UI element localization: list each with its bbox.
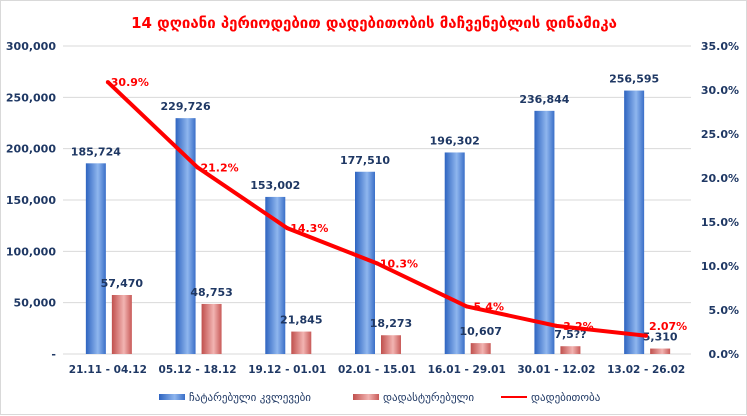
tests-data-label: 153,002	[250, 179, 300, 192]
right-tick-label: 30.0%	[701, 84, 739, 97]
category-label: 13.02 - 26.02	[607, 364, 685, 376]
tests-bar	[265, 196, 286, 354]
tests-data-label: 256,595	[609, 73, 659, 86]
tests-data-label: 185,724	[71, 145, 121, 158]
tests-bar	[444, 152, 465, 354]
left-tick-label: 100,000	[6, 245, 56, 258]
positivity-point	[195, 165, 200, 170]
left-tick-label: 150,000	[6, 194, 56, 207]
chart-title: 14 დღიანი პერიოდებით დადებითობის მაჩვენე…	[131, 14, 617, 32]
category-label: 05.12 - 18.12	[159, 364, 237, 376]
tests-data-label: 236,844	[519, 93, 569, 106]
tests-bar	[355, 171, 375, 354]
legend-label: ჩატარებული კვლევები	[189, 391, 311, 404]
legend-label: დადასტურებული	[383, 391, 474, 404]
confirmed-bar	[111, 294, 132, 354]
confirmed-bar	[381, 335, 401, 354]
confirmed-bar	[470, 343, 491, 354]
confirmed-data-label: 10,607	[459, 325, 501, 338]
positivity-data-label: 10.3%	[380, 257, 418, 270]
positivity-point	[644, 333, 649, 338]
tests-data-label: 177,510	[340, 154, 390, 167]
category-label: 19.12 - 01.01	[248, 364, 326, 376]
legend-swatch	[353, 394, 379, 400]
left-tick-label: 200,000	[6, 143, 56, 156]
category-label: 16.01 - 29.01	[428, 364, 506, 376]
category-label: 02.01 - 15.01	[338, 364, 416, 376]
left-tick-label: -	[51, 348, 56, 361]
category-label: 21.11 - 04.12	[69, 364, 147, 376]
left-tick-label: 300,000	[6, 40, 56, 53]
positivity-point	[554, 323, 559, 328]
right-tick-label: 35.0%	[701, 40, 739, 53]
positivity-data-label: 5.4%	[473, 300, 504, 313]
right-tick-label: 10.0%	[701, 260, 739, 273]
tests-bar	[85, 163, 106, 354]
positivity-data-label: 14.3%	[290, 222, 328, 235]
positivity-data-label: 21.2%	[200, 161, 238, 174]
confirmed-data-label: 48,753	[190, 286, 232, 299]
tests-bar	[534, 110, 555, 355]
left-tick-label: 50,000	[14, 297, 57, 310]
tests-bar	[175, 118, 196, 354]
confirmed-bar	[291, 331, 312, 354]
positivity-point	[285, 226, 290, 231]
positivity-data-label: 2.07%	[649, 320, 687, 333]
confirmed-data-label: 18,273	[370, 317, 412, 330]
confirmed-bar	[560, 346, 581, 354]
legend-label: დადებითობა	[531, 391, 601, 404]
tests-data-label: 229,726	[161, 100, 211, 113]
positivity-data-label: 3.2%	[563, 320, 594, 333]
confirmed-bar	[201, 303, 222, 354]
right-tick-label: 20.0%	[701, 172, 739, 185]
positivity-point	[105, 80, 110, 85]
confirmed-data-label: 57,470	[101, 277, 144, 290]
category-label: 30.01 - 12.02	[517, 364, 595, 376]
confirmed-data-label: 5,310	[643, 331, 678, 344]
positivity-data-label: 30.9%	[111, 76, 149, 89]
confirmed-bar	[650, 348, 671, 354]
right-tick-label: 25.0%	[701, 128, 739, 141]
positivity-point	[375, 261, 379, 266]
positivity-point	[464, 304, 469, 309]
right-tick-label: 0.0%	[708, 348, 739, 361]
tests-data-label: 196,302	[430, 134, 480, 147]
legend-swatch	[159, 394, 185, 400]
left-tick-label: 250,000	[6, 91, 56, 104]
tests-bar	[624, 90, 645, 354]
right-tick-label: 5.0%	[708, 304, 739, 317]
confirmed-data-label: 7,5??	[554, 328, 586, 341]
right-tick-label: 15.0%	[701, 216, 739, 229]
confirmed-data-label: 21,845	[280, 314, 322, 327]
